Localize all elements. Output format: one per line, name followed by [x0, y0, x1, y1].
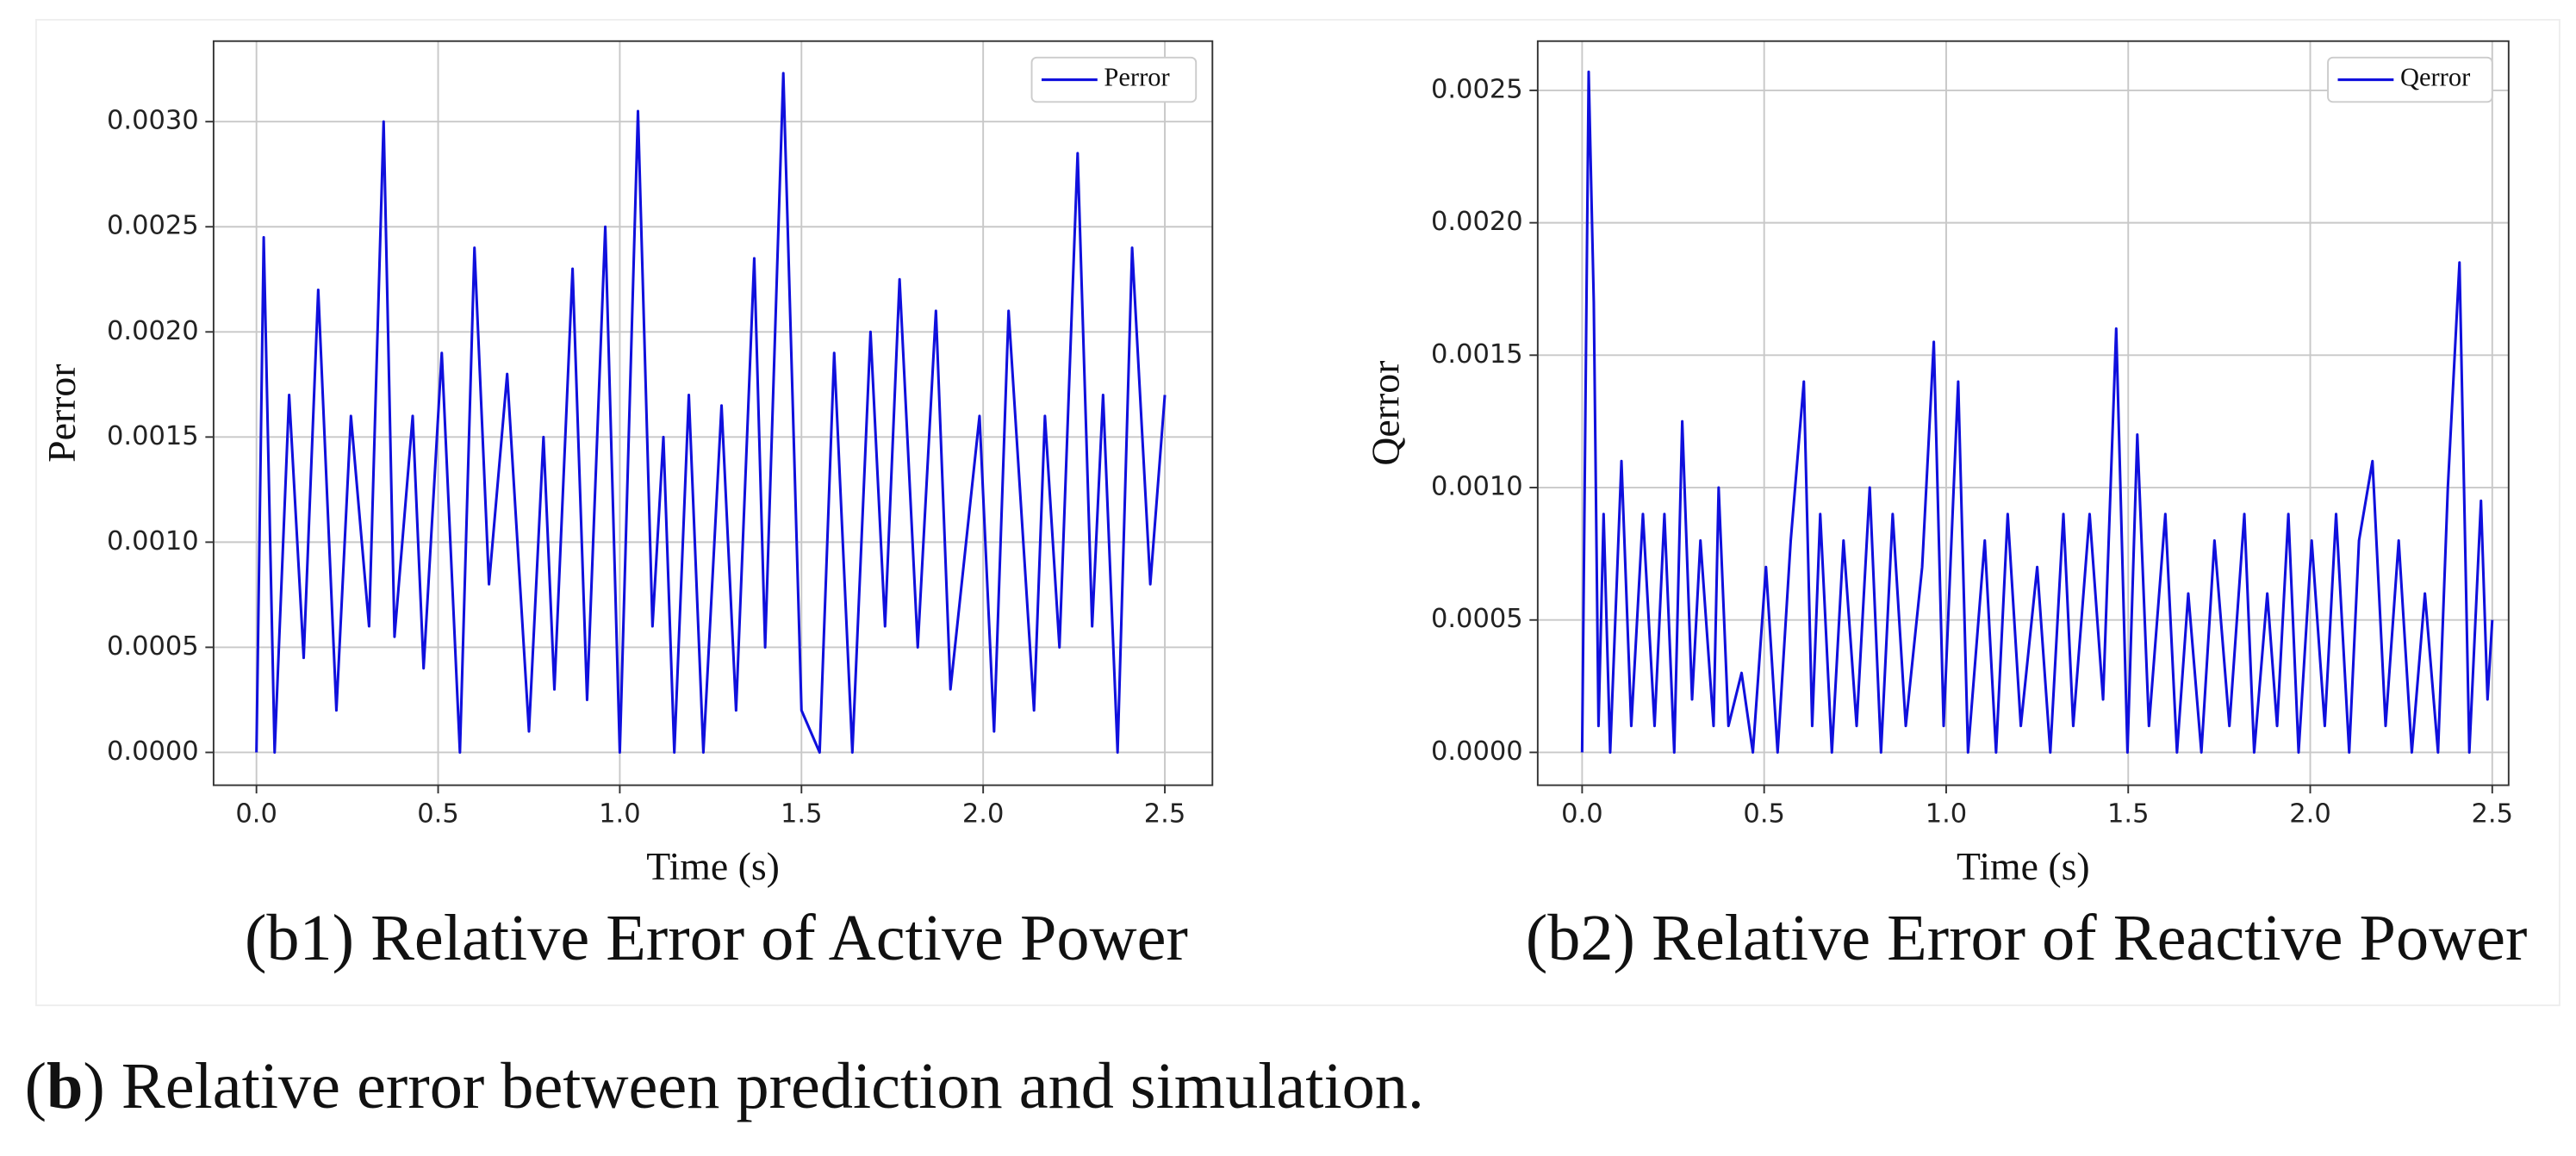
x-tick-label: 2.5 — [2472, 799, 2514, 829]
y-axis-label: Perror — [40, 364, 84, 462]
legend-box — [2327, 56, 2493, 103]
x-tick-label: 0.0 — [235, 799, 277, 829]
y-tick-label: 0.0015 — [107, 421, 199, 451]
y-tick-label: 0.0030 — [107, 106, 199, 136]
x-tick-label: 1.0 — [599, 799, 641, 829]
y-tick-label: 0.0020 — [1431, 207, 1523, 237]
x-tick-label: 0.0 — [1561, 799, 1603, 829]
x-tick-label: 2.0 — [2289, 799, 2331, 829]
x-tick-label: 1.5 — [2107, 799, 2150, 829]
y-tick-label: 0.0010 — [1431, 472, 1523, 502]
y-tick-label: 0.0025 — [1431, 74, 1523, 104]
plot-frame — [212, 40, 1214, 786]
x-tick-label: 1.0 — [1926, 799, 1968, 829]
x-axis-label: Time (s) — [1957, 844, 2090, 888]
x-tick-label: 2.0 — [962, 799, 1005, 829]
plot-area — [213, 40, 1213, 786]
y-tick-label: 0.0020 — [107, 316, 199, 346]
caption-text: ) Relative error between prediction and … — [83, 1050, 1424, 1122]
x-tick-label: 0.5 — [417, 799, 459, 829]
y-tick-label: 0.0000 — [1431, 736, 1523, 767]
caption-open: ( — [25, 1050, 47, 1122]
data-line — [1580, 70, 2494, 754]
chart-title: (b2) Relative Error of Reactive Power — [1526, 902, 2528, 974]
legend-box — [1030, 56, 1198, 103]
x-tick-label: 2.5 — [1144, 799, 1186, 829]
chart-title: (b1) Relative Error of Active Power — [245, 902, 1188, 974]
y-tick-label: 0.0010 — [107, 526, 199, 556]
x-tick-label: 0.5 — [1743, 799, 1785, 829]
data-line — [255, 71, 1167, 754]
y-tick-label: 0.0005 — [107, 631, 199, 662]
x-tick-label: 1.5 — [781, 799, 823, 829]
legend-label: Perror — [1104, 63, 1169, 92]
y-tick-label: 0.0000 — [107, 736, 199, 767]
legend-label: Qerror — [2400, 63, 2470, 92]
x-axis-label: Time (s) — [646, 844, 780, 888]
caption-label: b — [47, 1050, 83, 1122]
y-tick-label: 0.0005 — [1431, 604, 1523, 634]
caption: (b) Relative error between prediction an… — [25, 1050, 1424, 1122]
plot-frame — [1536, 40, 2510, 786]
y-tick-label: 0.0025 — [107, 211, 199, 241]
plot-area — [1537, 40, 2509, 786]
y-tick-label: 0.0015 — [1431, 339, 1523, 370]
y-axis-label: Qerror — [1364, 361, 1408, 466]
